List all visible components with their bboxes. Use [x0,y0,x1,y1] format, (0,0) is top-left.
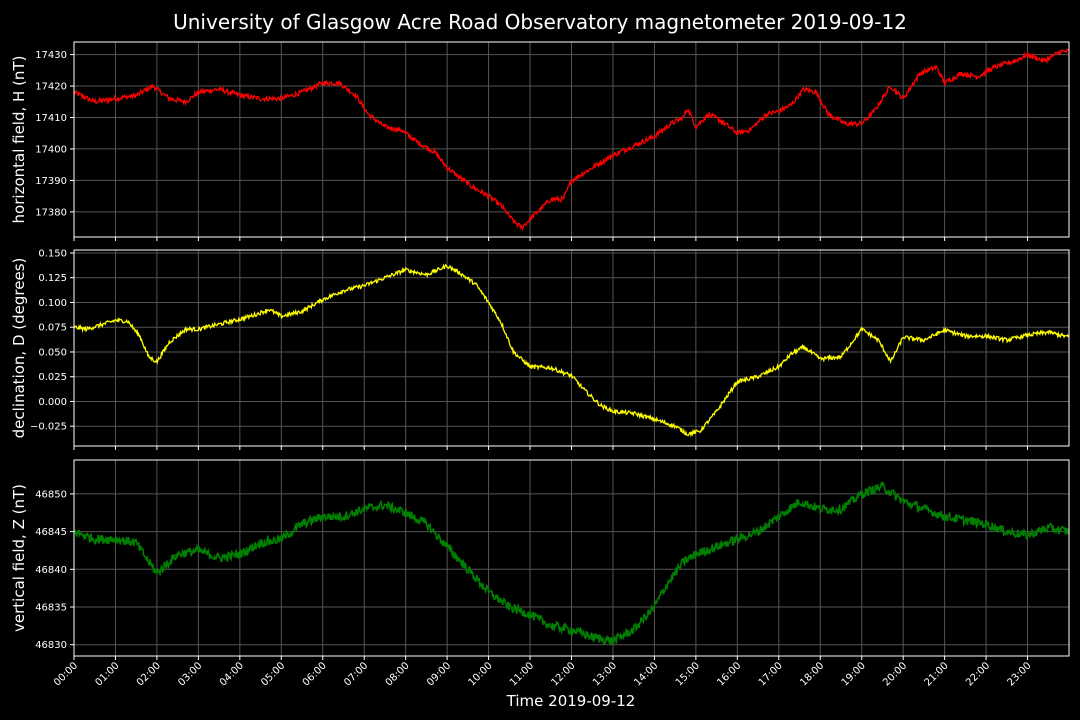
y-tick-label: 0.125 [38,273,67,284]
chart-title: University of Glasgow Acre Road Observat… [173,10,907,34]
y-tick-label: 17420 [35,82,67,93]
data-series-line [74,481,1069,646]
y-tick-label: 0.025 [38,372,67,383]
y-tick-label: 17400 [35,144,67,155]
y-tick-label: 46830 [35,640,67,651]
y-tick-label: 17410 [35,113,67,124]
panel-frame [73,41,1070,238]
panel-2: 0.150 0.125 0.100 0.075 0.050 0.025 0.000 −0.02… [10,248,1070,450]
y-tick-label: 0.100 [38,298,67,309]
y-tick-label: 46850 [35,489,67,500]
y-axis-label: declination, D (degrees) [10,258,28,439]
x-axis-label: Time 2019-09-12 [506,692,636,710]
panel-frame [73,249,1070,447]
y-tick-label: 46840 [35,565,67,576]
data-series-line [74,263,1069,438]
y-tick-label: 17430 [35,50,67,61]
y-axis-label: vertical field, Z (nT) [10,484,28,632]
panel-frame [73,459,1070,657]
y-tick-label: 0.075 [38,323,67,334]
y-axis-label: horizontal field, H (nT) [10,56,28,224]
y-tick-label: 46835 [35,603,67,614]
y-tick-label: −0.025 [30,422,67,433]
y-tick-label: 46845 [35,527,67,538]
y-tick-label: 0.150 [38,248,67,259]
y-tick-label: 0.000 [38,397,67,408]
y-tick-label: 0.050 [38,347,67,358]
y-tick-label: 17390 [35,176,67,187]
panel-1: 17380 17390 17400 17410 17420 17430 horizontal… [10,41,1070,241]
data-series-line [74,48,1069,232]
y-tick-label: 17380 [35,207,67,218]
